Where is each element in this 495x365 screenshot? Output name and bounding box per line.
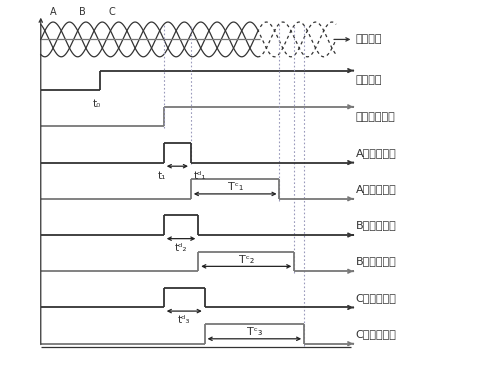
Text: C: C — [109, 7, 115, 16]
Text: tᵈ₁: tᵈ₁ — [194, 170, 206, 181]
Text: B相触头闭合: B相触头闭合 — [356, 257, 396, 266]
Text: t₁: t₁ — [158, 170, 166, 181]
Text: Tᶜ₁: Tᶜ₁ — [228, 182, 243, 192]
Text: 触头电压: 触头电压 — [356, 34, 382, 45]
Text: Tᶜ₃: Tᶜ₃ — [247, 327, 262, 337]
Text: 上电指令: 上电指令 — [356, 75, 382, 85]
Text: Tᶜ₂: Tᶜ₂ — [239, 255, 254, 265]
Text: tᵈ₃: tᵈ₃ — [178, 315, 191, 326]
Text: tᵈ₂: tᵈ₂ — [175, 243, 187, 253]
Text: C相触头闭合: C相触头闭合 — [356, 329, 396, 339]
Text: t₀: t₀ — [93, 99, 101, 109]
Text: C相合闸信号: C相合闸信号 — [356, 293, 396, 303]
Text: B相合闸信号: B相合闸信号 — [356, 220, 396, 230]
Text: 同步合闸指令: 同步合闸指令 — [356, 112, 396, 122]
Text: A: A — [50, 7, 56, 16]
Text: B: B — [79, 7, 86, 16]
Text: A相合闸信号: A相合闸信号 — [356, 148, 396, 158]
Text: A相触头闭合: A相触头闭合 — [356, 184, 396, 194]
